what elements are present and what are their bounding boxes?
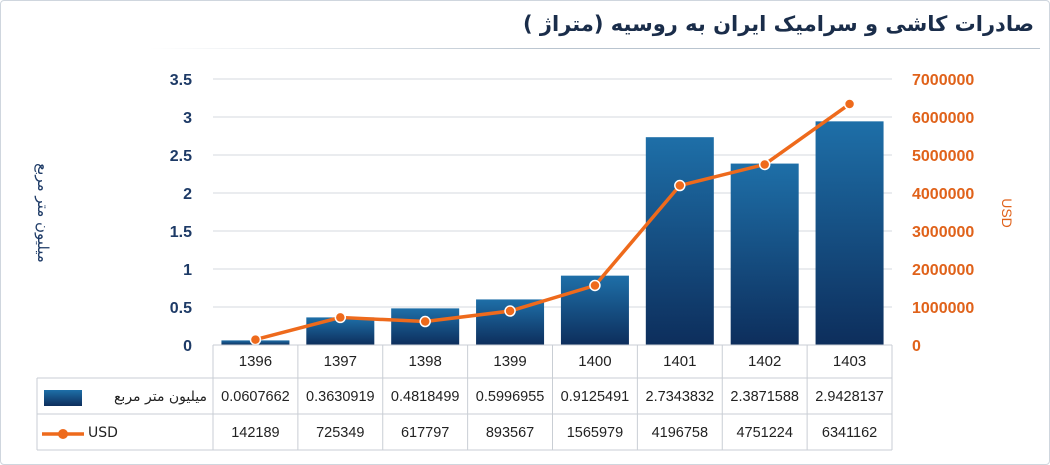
left-tick-label: 2.5 xyxy=(170,148,192,165)
title-divider xyxy=(150,48,1040,49)
bar xyxy=(730,163,799,345)
right-tick-label: 2000000 xyxy=(912,262,974,279)
usd-line xyxy=(254,102,851,342)
right-tick-label: 0 xyxy=(912,338,921,355)
chart-title: صادرات کاشی و سرامیک ایران به روسیه (متر… xyxy=(523,12,1034,36)
category-label: 1396 xyxy=(239,353,272,370)
usd-value-cell: 4196758 xyxy=(652,425,708,441)
usd-value-cell: 4751224 xyxy=(736,425,792,441)
legend-bar-label: میلیون متر مربع xyxy=(114,389,207,405)
bar xyxy=(815,121,884,345)
usd-point xyxy=(334,311,347,324)
usd-value-cell: 617797 xyxy=(401,425,449,441)
left-axis-ticks: 0 0.5 1 1.5 2 2.5 3 3.5 xyxy=(170,72,192,355)
category-label: 1399 xyxy=(493,353,526,370)
bar-value-cell: 0.3630919 xyxy=(306,389,375,405)
legend-line-label: USD xyxy=(88,425,118,441)
right-tick-label: 7000000 xyxy=(912,72,974,89)
bar-value-cell: 0.4818499 xyxy=(391,389,460,405)
bar-series xyxy=(221,121,884,345)
right-axis-title: USD xyxy=(999,198,1015,228)
usd-value-cell: 893567 xyxy=(486,425,534,441)
right-tick-label: 6000000 xyxy=(912,110,974,127)
bar-value-cell: 2.3871588 xyxy=(730,389,799,405)
right-tick-label: 3000000 xyxy=(912,224,974,241)
data-table: 1396 0.0607662 142189 1397 0.3630919 725349 13… xyxy=(36,344,893,451)
usd-point xyxy=(674,179,686,192)
left-tick-label: 1.5 xyxy=(170,224,192,241)
usd-point xyxy=(504,305,516,317)
category-label: 1400 xyxy=(578,353,611,370)
usd-point xyxy=(249,333,262,346)
category-label: 1402 xyxy=(748,353,781,370)
right-axis-ticks: 0 1000000 2000000 3000000 4000000 5000000 6000… xyxy=(912,72,974,355)
legend-line-marker xyxy=(58,429,68,439)
right-tick-label: 5000000 xyxy=(912,148,974,165)
left-axis-title: میلیون متر مربع xyxy=(34,163,52,263)
left-tick-label: 1 xyxy=(183,262,192,279)
left-tick-label: 3 xyxy=(183,110,192,127)
category-label: 1397 xyxy=(324,353,357,370)
bar xyxy=(645,137,714,345)
usd-point xyxy=(843,98,856,110)
category-label: 1401 xyxy=(663,353,696,370)
usd-point xyxy=(589,279,601,292)
left-tick-label: 3.5 xyxy=(170,72,192,89)
legend-bar-swatch xyxy=(44,390,82,406)
bar-value-cell: 0.0607662 xyxy=(221,389,290,405)
usd-value-cell: 725349 xyxy=(316,425,364,441)
left-tick-label: 0 xyxy=(183,338,192,355)
left-tick-label: 2 xyxy=(183,186,192,203)
bar-value-cell: 2.9428137 xyxy=(815,389,884,405)
usd-point xyxy=(419,315,431,328)
category-label: 1403 xyxy=(833,353,866,370)
bar-value-cell: 0.5996955 xyxy=(476,389,545,405)
right-tick-label: 4000000 xyxy=(912,186,974,203)
usd-point xyxy=(758,158,771,171)
right-tick-label: 1000000 xyxy=(912,300,974,317)
left-tick-label: 0.5 xyxy=(170,300,192,317)
bar-value-cell: 0.9125491 xyxy=(561,389,630,405)
usd-value-cell: 1565979 xyxy=(567,425,623,441)
usd-value-cell: 142189 xyxy=(231,425,279,441)
category-label: 1398 xyxy=(409,353,442,370)
usd-value-cell: 6341162 xyxy=(822,425,877,441)
bar-value-cell: 2.7343832 xyxy=(646,389,715,405)
line-series xyxy=(249,98,856,346)
